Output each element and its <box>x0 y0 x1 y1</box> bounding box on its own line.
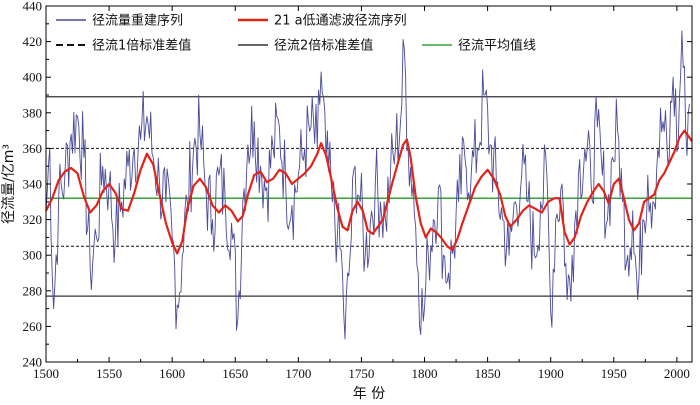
plot-frame <box>45 5 693 363</box>
x-tick-label: 1500 <box>33 366 59 381</box>
plot-area <box>45 5 693 363</box>
smoothed-series <box>45 129 693 255</box>
x-tick-label: 2000 <box>664 366 690 381</box>
y-tick-label: 440 <box>23 0 43 14</box>
x-tick-label: 1750 <box>348 366 374 381</box>
y-tick-label: 280 <box>23 283 43 298</box>
legend-label-smooth: 21 a低通滤波径流序列 <box>274 14 407 29</box>
y-tick-label: 340 <box>23 177 43 192</box>
x-tick-label: 1700 <box>285 366 311 381</box>
legend-label-sd1: 径流1倍标准差值 <box>92 38 191 54</box>
x-tick-label: 1600 <box>159 366 185 381</box>
x-tick-label: 1800 <box>412 366 438 381</box>
x-tick-label: 1550 <box>96 366 122 381</box>
reconstructed-series-line <box>45 30 690 340</box>
y-axis-title: 径流量/亿m³ <box>1 144 17 224</box>
legend-label-mean: 径流平均值线 <box>458 38 536 54</box>
x-tick-label: 1850 <box>475 366 501 381</box>
reconstructed-series <box>45 30 690 340</box>
y-tick-label: 240 <box>23 355 43 370</box>
y-axis: 240 260 280 300 320 340 360 380 400 420 440 <box>23 0 692 370</box>
x-tick-label: 1900 <box>538 366 564 381</box>
x-tick-label: 1950 <box>601 366 627 381</box>
x-axis: 1500 1550 1600 1650 1700 1750 1800 1850 1900 1950… <box>33 6 690 381</box>
y-tick-label: 260 <box>23 319 43 334</box>
x-axis-title: 年 份 <box>353 386 385 402</box>
smoothed-series-line <box>45 129 693 255</box>
legend-label-sd2: 径流2倍标准差值 <box>274 38 373 54</box>
y-tick-label: 420 <box>23 34 43 49</box>
y-tick-label: 320 <box>23 212 43 227</box>
y-tick-label: 380 <box>23 105 43 120</box>
legend-label-recon: 径流量重建序列 <box>92 13 183 29</box>
y-tick-label: 300 <box>23 248 43 263</box>
x-tick-label: 1650 <box>222 366 248 381</box>
y-tick-label: 400 <box>23 70 43 85</box>
y-tick-label: 360 <box>23 141 43 156</box>
